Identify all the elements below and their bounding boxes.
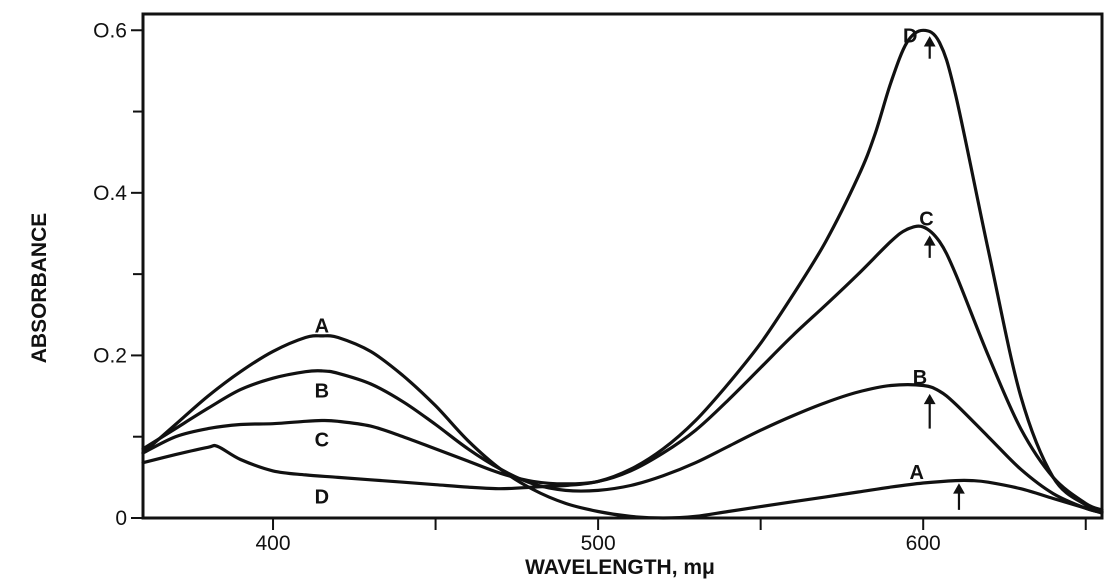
y-tick-label: 0	[115, 507, 127, 530]
axis-ticks: 400 500 600 0 O.2 O.4 O.6	[93, 19, 1087, 555]
peak-arrow-c	[923, 235, 936, 258]
curve-label-a: A	[909, 462, 923, 484]
peak-arrow-b	[923, 393, 936, 429]
y-tick-label: O.2	[93, 344, 127, 367]
y-tick-label: O.6	[93, 19, 127, 42]
x-axis-label: WAVELENGTH, mμ	[525, 556, 715, 579]
curve-label-c: C	[315, 429, 329, 451]
spectrum-curves	[141, 28, 1104, 520]
x-tick-label: 400	[256, 532, 291, 555]
y-axis-label: ABSORBANCE	[28, 213, 51, 364]
curve-label-a: A	[315, 316, 329, 338]
curve-label-b: B	[315, 381, 329, 403]
series-d-line	[141, 28, 1104, 514]
plot-frame	[141, 12, 1104, 520]
series-c-line	[141, 224, 1104, 512]
curve-label-c: C	[919, 208, 933, 230]
curve-label-b: B	[913, 367, 927, 389]
peak-arrow-a	[953, 483, 965, 510]
curve-annotations: A B C D D C B A	[315, 25, 965, 510]
curve-label-d: D	[315, 486, 329, 508]
series-b-line	[141, 369, 1104, 514]
series-a-line	[141, 334, 1104, 520]
curve-label-d: D	[903, 25, 917, 47]
peak-arrow-d	[923, 36, 936, 59]
x-tick-label: 500	[581, 532, 616, 555]
y-tick-label: O.4	[93, 182, 127, 205]
x-tick-label: 600	[906, 532, 941, 555]
